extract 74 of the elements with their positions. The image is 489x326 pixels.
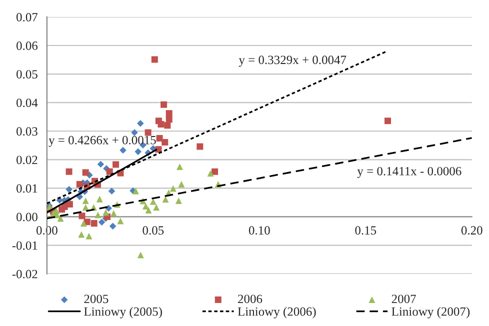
- y-tick-label: 0.06: [16, 42, 38, 50]
- y-tick-label: 0.02: [16, 156, 38, 164]
- point: [162, 139, 168, 146]
- point: [176, 164, 183, 170]
- point: [132, 188, 140, 194]
- point: [66, 186, 72, 193]
- point: [94, 212, 102, 218]
- point: [96, 196, 103, 202]
- point: [156, 135, 163, 142]
- point: [109, 222, 116, 230]
- y-tick-label: 0.07: [16, 12, 38, 22]
- point: [108, 188, 116, 194]
- point: [178, 180, 185, 188]
- point: [153, 204, 160, 211]
- point: [158, 121, 164, 128]
- x-tick-label: 0.10: [248, 226, 270, 235]
- point: [117, 218, 124, 224]
- annotation: y = 0.1411x - 0.0006: [357, 166, 462, 178]
- point: [90, 220, 98, 227]
- point: [175, 198, 182, 204]
- point: [61, 204, 68, 210]
- point: [137, 252, 144, 258]
- point: [76, 180, 83, 188]
- point: [82, 169, 89, 176]
- point: [66, 168, 72, 175]
- y-tick-label: -0.02: [12, 270, 38, 278]
- legend-label: 2006: [238, 294, 262, 304]
- point: [164, 122, 171, 129]
- y-tick-label: -0.01: [12, 241, 38, 250]
- legend-label: Liniowy (2005): [84, 306, 162, 318]
- point: [110, 210, 117, 217]
- y-tick-label: 0.05: [16, 70, 38, 79]
- point: [80, 220, 87, 227]
- point: [53, 208, 60, 214]
- point: [142, 202, 149, 210]
- point: [98, 218, 106, 226]
- point: [196, 143, 204, 150]
- point: [131, 129, 138, 136]
- legend-label: 2005: [84, 294, 108, 304]
- point: [166, 110, 172, 117]
- point: [151, 56, 158, 63]
- point: [102, 209, 110, 216]
- point: [150, 198, 156, 205]
- point: [170, 185, 176, 192]
- point: [112, 161, 120, 168]
- y-tick-label: 0.00: [16, 212, 38, 222]
- legend-label: Liniowy (2006): [238, 306, 316, 318]
- point: [144, 129, 152, 136]
- legend-label: Liniowy (2007): [392, 306, 470, 318]
- point: [106, 168, 113, 175]
- y-tick-label: 0.04: [16, 98, 38, 108]
- point: [384, 118, 392, 124]
- legend-label: 2007: [392, 294, 416, 304]
- x-tick-label: 0.20: [461, 226, 482, 235]
- point: [145, 206, 152, 214]
- y-tick-label: 0.03: [16, 127, 38, 136]
- annotation: y = 0.3329x + 0.0047: [238, 56, 346, 67]
- point: [78, 212, 86, 220]
- point: [82, 198, 89, 204]
- point: [97, 160, 104, 168]
- x-tick-label: 0.05: [142, 226, 164, 235]
- point: [86, 232, 92, 240]
- point: [78, 231, 85, 238]
- y-tick-label: 0.01: [16, 184, 38, 193]
- point: [162, 196, 169, 203]
- annotation: y = 0.4266x + 0.0015: [48, 136, 156, 147]
- point: [166, 116, 172, 123]
- point: [137, 120, 144, 127]
- point: [207, 170, 214, 177]
- point: [134, 148, 142, 156]
- x-tick-label: 0.15: [355, 226, 376, 235]
- point: [212, 168, 218, 175]
- point: [160, 101, 168, 108]
- point: [120, 146, 126, 154]
